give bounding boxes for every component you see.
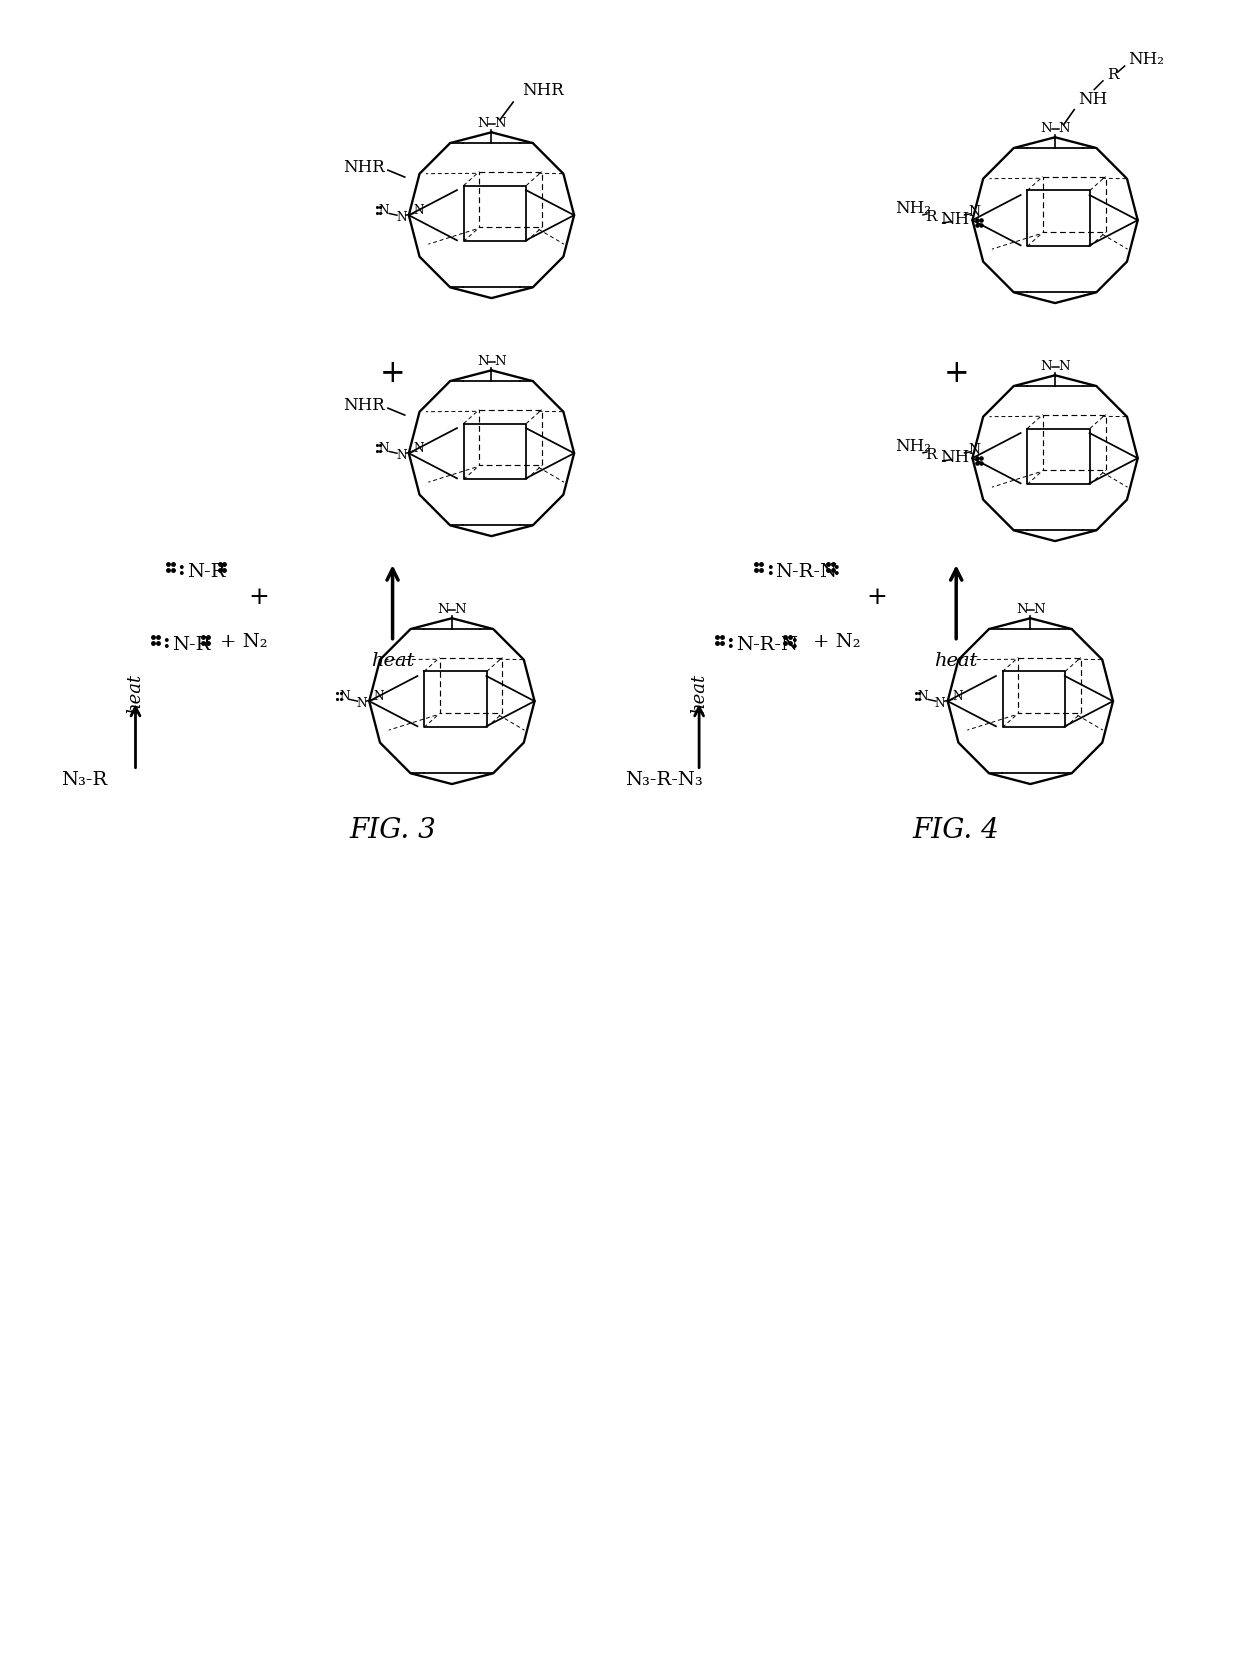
Text: N: N (396, 449, 407, 463)
Text: N: N (495, 117, 506, 131)
Text: R: R (1107, 67, 1118, 82)
Text: R: R (925, 210, 936, 223)
Text: N: N (968, 443, 981, 456)
Text: N: N (413, 205, 424, 218)
Text: + N₂: + N₂ (812, 632, 861, 651)
Text: N-R: N-R (187, 563, 226, 582)
Text: N-R-N: N-R-N (775, 563, 837, 582)
Text: N: N (1040, 361, 1053, 374)
Text: NHR: NHR (343, 159, 384, 176)
Text: :: : (162, 632, 170, 652)
Text: N: N (477, 117, 489, 131)
Text: heat: heat (691, 674, 708, 714)
Text: N: N (918, 691, 928, 703)
Text: +: + (379, 359, 405, 389)
Text: N: N (455, 604, 466, 617)
Text: NHR: NHR (522, 82, 564, 99)
Text: :: : (177, 558, 185, 579)
Text: N: N (935, 698, 946, 711)
Text: N: N (477, 356, 489, 369)
Text: +: + (944, 359, 968, 389)
Text: NH₂: NH₂ (895, 438, 931, 456)
Text: heat: heat (126, 674, 145, 714)
Text: R: R (925, 448, 936, 461)
Text: N: N (1016, 604, 1028, 617)
Text: N: N (438, 604, 449, 617)
Text: :: : (727, 632, 734, 652)
Text: N: N (1040, 122, 1053, 136)
Text: N₃-R: N₃-R (61, 771, 108, 790)
Text: NH: NH (1078, 91, 1107, 107)
Text: FIG. 3: FIG. 3 (350, 817, 436, 844)
Text: N: N (373, 691, 384, 703)
Text: N-R: N-R (172, 636, 211, 654)
Text: :: : (832, 558, 841, 579)
Text: N: N (952, 691, 963, 703)
Text: N: N (1058, 122, 1070, 136)
Text: NH: NH (940, 449, 970, 466)
Text: NH₂: NH₂ (895, 200, 931, 218)
Text: heat: heat (371, 652, 414, 671)
Text: N: N (356, 698, 367, 711)
Text: heat: heat (935, 652, 978, 671)
Text: N₃-R-N₃: N₃-R-N₃ (625, 771, 703, 790)
Text: N: N (396, 211, 407, 225)
Text: :: : (765, 558, 774, 579)
Text: FIG. 4: FIG. 4 (913, 817, 999, 844)
Text: +: + (867, 585, 888, 609)
Text: N: N (1033, 604, 1045, 617)
Text: NH₂: NH₂ (1128, 50, 1164, 67)
Text: N: N (968, 205, 981, 220)
Text: N: N (378, 443, 389, 456)
Text: :: : (790, 632, 797, 652)
Text: N: N (1058, 361, 1070, 374)
Text: N: N (495, 356, 506, 369)
Text: N: N (378, 205, 389, 218)
Text: +: + (249, 585, 269, 609)
Text: NH: NH (940, 211, 970, 228)
Text: N-R-N: N-R-N (735, 636, 797, 654)
Text: NHR: NHR (343, 397, 384, 414)
Text: N: N (413, 443, 424, 456)
Text: N: N (339, 691, 350, 703)
Text: + N₂: + N₂ (219, 632, 267, 651)
